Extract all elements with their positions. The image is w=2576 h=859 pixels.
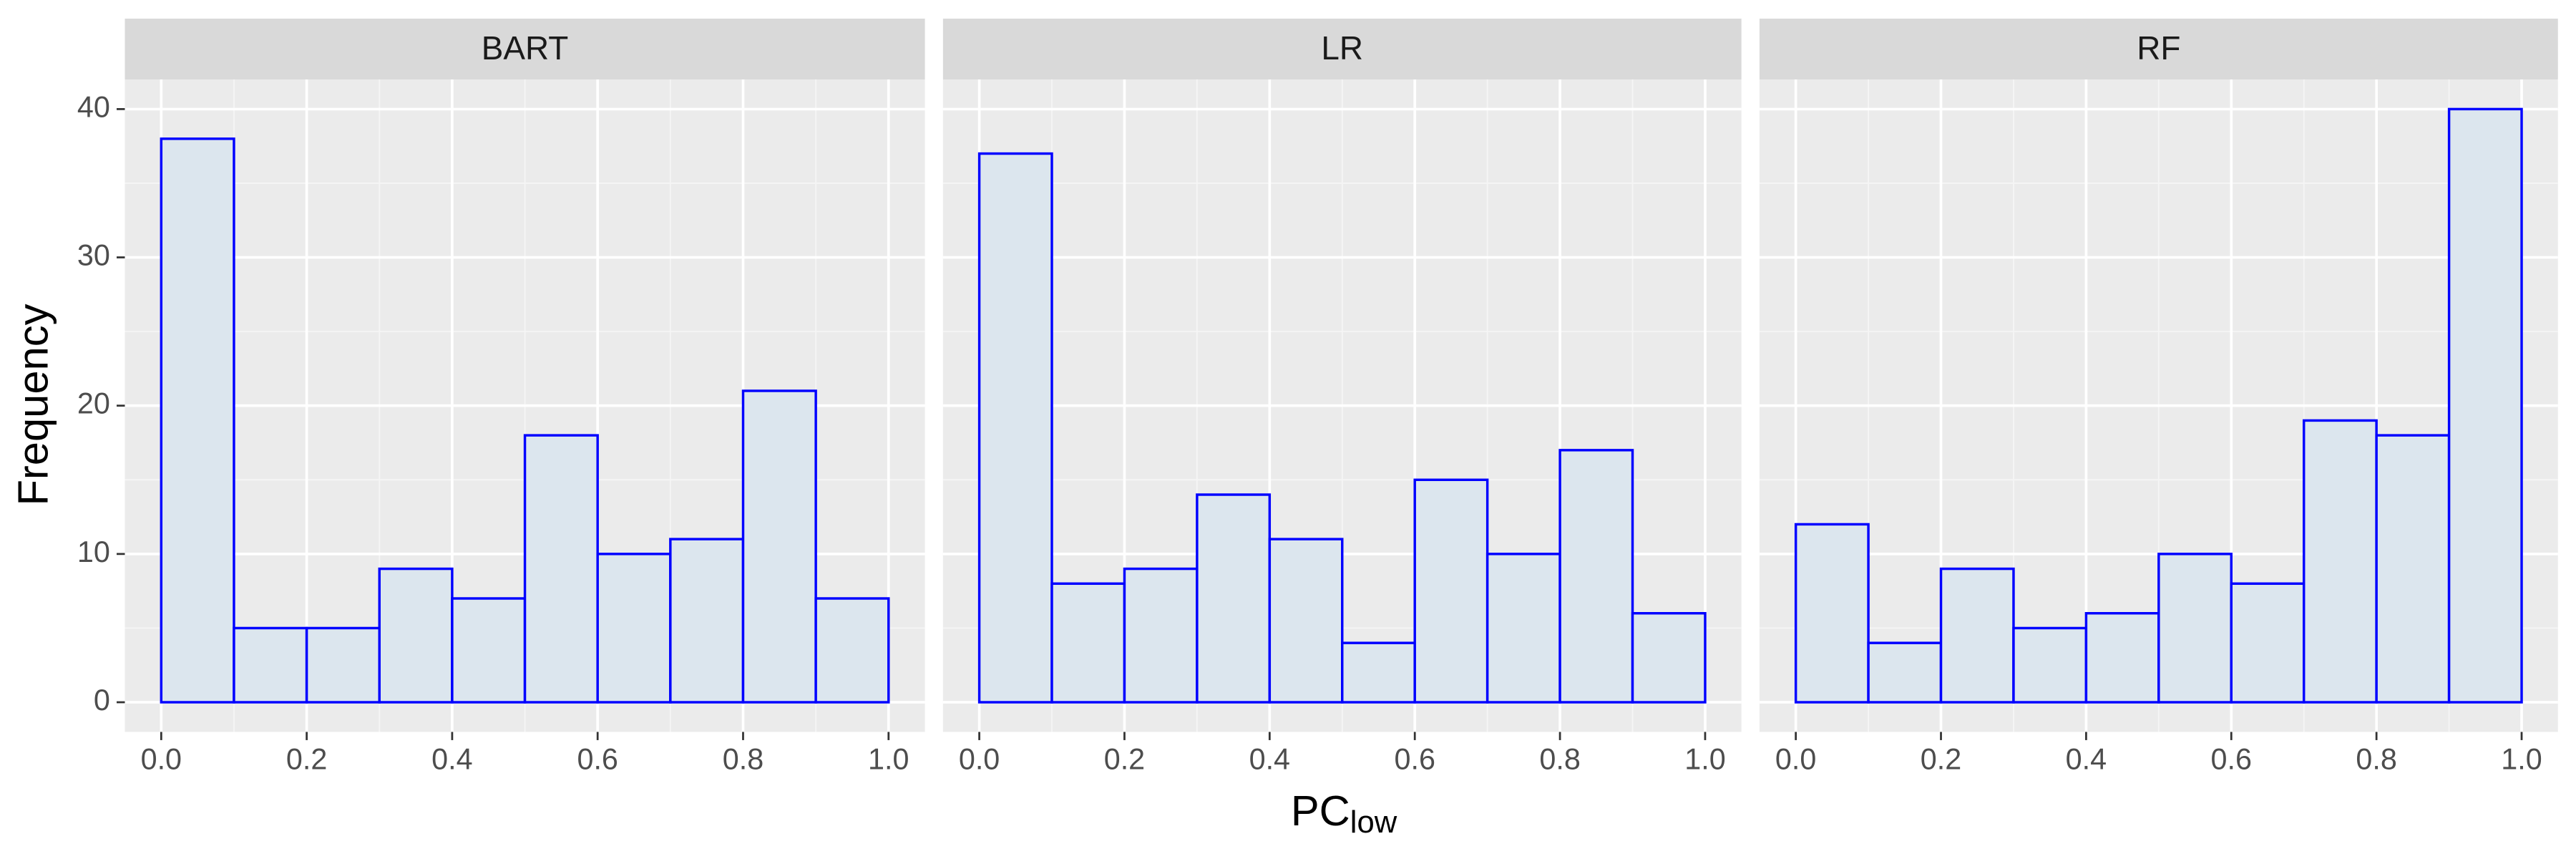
x-tick-label: 0.4 — [1249, 743, 1290, 776]
x-tick-label: 1.0 — [2501, 743, 2542, 776]
x-tick-label: 0.0 — [141, 743, 182, 776]
bar — [1413, 478, 1489, 704]
y-tick-label: 40 — [77, 90, 110, 123]
x-tick-label: 0.8 — [1539, 743, 1580, 776]
strip — [942, 19, 1742, 79]
bar — [2375, 434, 2451, 704]
x-tick-label: 1.0 — [1684, 743, 1725, 776]
strip-label: RF — [2137, 29, 2180, 67]
bar — [451, 597, 527, 704]
bar — [741, 389, 817, 704]
bar — [2230, 582, 2306, 704]
bar — [1485, 553, 1561, 704]
x-tick-label: 0.6 — [1394, 743, 1435, 776]
y-axis-title: Frequency — [9, 304, 57, 505]
bar — [1268, 538, 1344, 704]
x-tick-label: 0.2 — [1104, 743, 1145, 776]
x-axis-title-sub: low — [1350, 805, 1397, 840]
strip-label: BART — [482, 29, 569, 67]
strip — [125, 19, 925, 79]
bar — [1867, 641, 1943, 704]
bar — [2157, 553, 2233, 704]
bar — [977, 152, 1053, 704]
bar — [1123, 567, 1199, 704]
bar — [2012, 626, 2088, 704]
strip-label: LR — [1321, 29, 1363, 67]
bar — [378, 567, 454, 704]
x-axis-title-main: PC — [1291, 787, 1350, 835]
y-tick-label: 20 — [77, 387, 110, 420]
y-tick-label: 0 — [94, 684, 110, 717]
bar — [233, 626, 308, 704]
x-tick-label: 0.8 — [723, 743, 763, 776]
bar — [2084, 612, 2160, 704]
x-tick-label: 0.4 — [2066, 743, 2107, 776]
y-tick-label: 30 — [77, 238, 110, 271]
bar — [596, 553, 672, 704]
bar — [814, 597, 890, 704]
bar — [523, 434, 599, 704]
x-tick-label: 0.0 — [1775, 743, 1816, 776]
x-tick-label: 1.0 — [868, 743, 909, 776]
bar — [2302, 419, 2378, 704]
bar — [1631, 612, 1707, 704]
bar — [1939, 567, 2015, 704]
x-tick-label: 0.6 — [577, 743, 618, 776]
bar — [2447, 107, 2523, 704]
bar — [1341, 641, 1416, 704]
bar — [305, 626, 381, 704]
x-tick-label: 0.0 — [959, 743, 1000, 776]
bar — [1794, 523, 1870, 704]
x-tick-label: 0.2 — [286, 743, 327, 776]
bar — [1050, 582, 1126, 704]
bar — [669, 538, 745, 704]
bar — [1558, 449, 1634, 704]
x-tick-label: 0.6 — [2211, 743, 2252, 776]
bar — [1196, 493, 1272, 704]
bar — [160, 137, 235, 704]
x-tick-label: 0.4 — [431, 743, 472, 776]
strip — [1759, 19, 2558, 79]
x-tick-label: 0.2 — [1921, 743, 1961, 776]
y-tick-label: 10 — [77, 535, 110, 568]
x-axis-title: PClow — [1291, 787, 1397, 840]
x-tick-label: 0.8 — [2356, 743, 2396, 776]
